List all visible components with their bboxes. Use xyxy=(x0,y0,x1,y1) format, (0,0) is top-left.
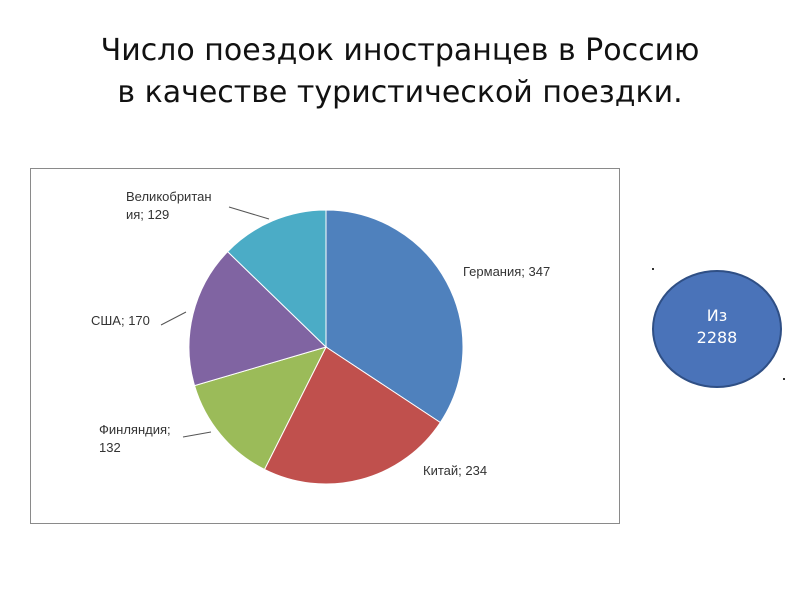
pie-slice xyxy=(188,250,327,387)
slide-title-line-1: Число поездок иностранцев в Россию xyxy=(100,33,700,68)
slice-leader-line xyxy=(182,431,212,438)
selection-handle-dot xyxy=(783,378,785,380)
pie-slice xyxy=(193,346,327,471)
slide-title-line-2: в качестве туристической поездки. xyxy=(117,75,683,110)
slice-data-label: Финляндия; 132 xyxy=(99,422,171,455)
slice-leader-line xyxy=(160,311,187,326)
total-badge-line-1: Из xyxy=(706,306,728,325)
total-badge-line-2: 2288 xyxy=(696,328,738,347)
pie-slice xyxy=(226,209,327,349)
total-badge-text: Из 2288 xyxy=(652,305,782,349)
slice-data-label: США; 170 xyxy=(91,313,150,328)
pie-slice xyxy=(263,346,442,485)
slice-leader-line xyxy=(228,206,270,220)
pie-chart: Германия; 347 Китай; 234 Финляндия; 132 США;… xyxy=(91,189,550,485)
slice-data-label: Германия; 347 xyxy=(463,264,550,279)
selection-handle-dot xyxy=(652,268,654,270)
slice-data-label: Великобритан ия; 129 xyxy=(126,189,212,222)
pie-chart-frame: Германия; 347 Китай; 234 Финляндия; 132 США;… xyxy=(30,168,620,524)
slide-title: Число поездок иностранцев в Россию в кач… xyxy=(0,30,800,114)
slice-data-label: Китай; 234 xyxy=(423,463,487,478)
total-badge xyxy=(652,270,782,388)
